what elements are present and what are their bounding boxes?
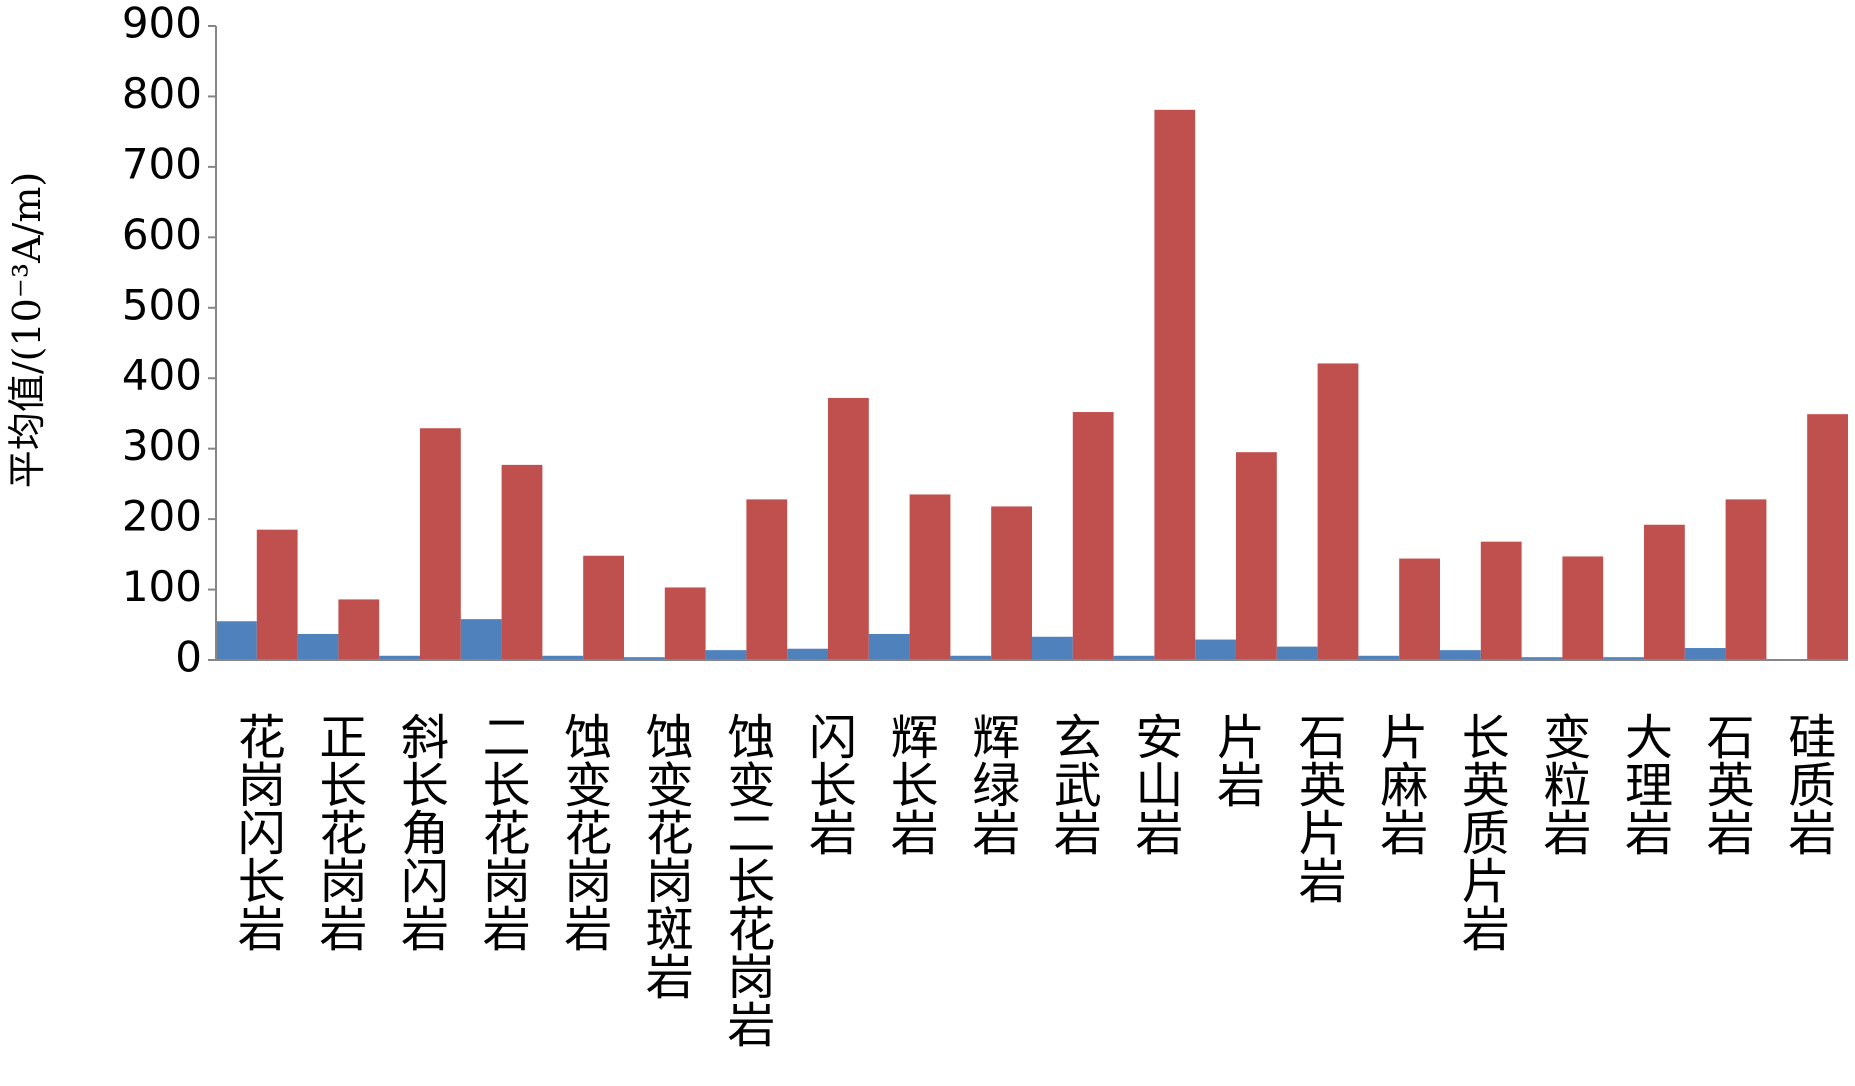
y-axis-label: 平均值/(10⁻³A/m): [5, 172, 49, 488]
bar: [583, 555, 624, 660]
bar: [787, 648, 828, 660]
x-tick-label: 安山岩: [1126, 712, 1182, 856]
x-tick-label: 蚀变二长花岗岩: [718, 712, 774, 1048]
y-tick-label: 200: [122, 492, 202, 541]
bar: [297, 633, 339, 660]
bar: [909, 494, 951, 660]
bar: [1725, 499, 1767, 660]
y-tick-label: 100: [122, 562, 202, 611]
bar: [828, 397, 869, 660]
bar: [991, 506, 1032, 660]
bar: [460, 619, 502, 660]
bar: [868, 633, 910, 660]
bar: [1154, 109, 1196, 661]
bar: [216, 621, 257, 660]
x-tick-label: 片麻岩: [1371, 712, 1427, 856]
bar: [501, 464, 543, 660]
x-tick-label: 大理岩: [1616, 712, 1672, 856]
bar: [1440, 650, 1481, 660]
y-tick-label: 500: [122, 280, 202, 329]
x-tick-label: 变粒岩: [1534, 712, 1590, 856]
x-tick-label: 正长花岗岩: [310, 712, 366, 952]
y-tick-label: 800: [122, 69, 202, 118]
bar: [664, 587, 706, 660]
bar: [1358, 655, 1400, 660]
bar: [624, 657, 665, 660]
y-tick-label: 600: [122, 210, 202, 259]
x-tick-label: 玄武岩: [1045, 712, 1101, 856]
bar: [746, 499, 788, 660]
bar: [1521, 657, 1563, 660]
bar: [256, 529, 298, 660]
bar: [1399, 558, 1440, 660]
y-tick-label: 900: [122, 0, 202, 48]
bar: [1072, 412, 1114, 660]
x-tick-label: 石英片岩: [1290, 712, 1346, 904]
x-tick-label: 蚀变花岗斑岩: [637, 712, 693, 1000]
bar: [1317, 363, 1359, 660]
x-tick-label: 石英岩: [1698, 712, 1754, 856]
bar: [1684, 648, 1726, 660]
bar: [1195, 639, 1236, 660]
bar: [1603, 657, 1644, 660]
y-tick-label: 0: [175, 633, 202, 682]
x-tick-label: 花岗闪长岩: [229, 712, 285, 952]
y-tick-label: 400: [122, 351, 202, 400]
y-tick-label: 700: [122, 139, 202, 188]
bar: [1236, 452, 1277, 660]
bar: [1807, 414, 1848, 660]
x-tick-label: 斜长角闪岩: [392, 712, 448, 952]
bar: [1562, 556, 1604, 660]
bar: [338, 599, 380, 660]
bar: [420, 428, 461, 660]
x-tick-label: 辉长岩: [882, 712, 938, 856]
bar: [1276, 646, 1318, 660]
bar: [705, 650, 747, 660]
bar: [1113, 655, 1155, 660]
x-tick-label: 蚀变花岗岩: [555, 712, 611, 952]
x-tick-label: 闪长岩: [800, 712, 856, 856]
y-tick-label: 300: [122, 421, 202, 470]
bar: [542, 655, 584, 660]
bar: [1032, 636, 1073, 660]
x-tick-label: 硅质岩: [1779, 712, 1835, 856]
x-tick-label: 片岩: [1208, 712, 1264, 808]
bar: [1644, 524, 1685, 660]
bar: [1480, 541, 1522, 660]
bar: [950, 655, 992, 660]
bar: [379, 655, 420, 660]
x-tick-label: 二长花岗岩: [474, 712, 530, 952]
x-tick-label: 长英质片岩: [1453, 712, 1509, 952]
x-tick-label: 辉绿岩: [963, 712, 1019, 856]
